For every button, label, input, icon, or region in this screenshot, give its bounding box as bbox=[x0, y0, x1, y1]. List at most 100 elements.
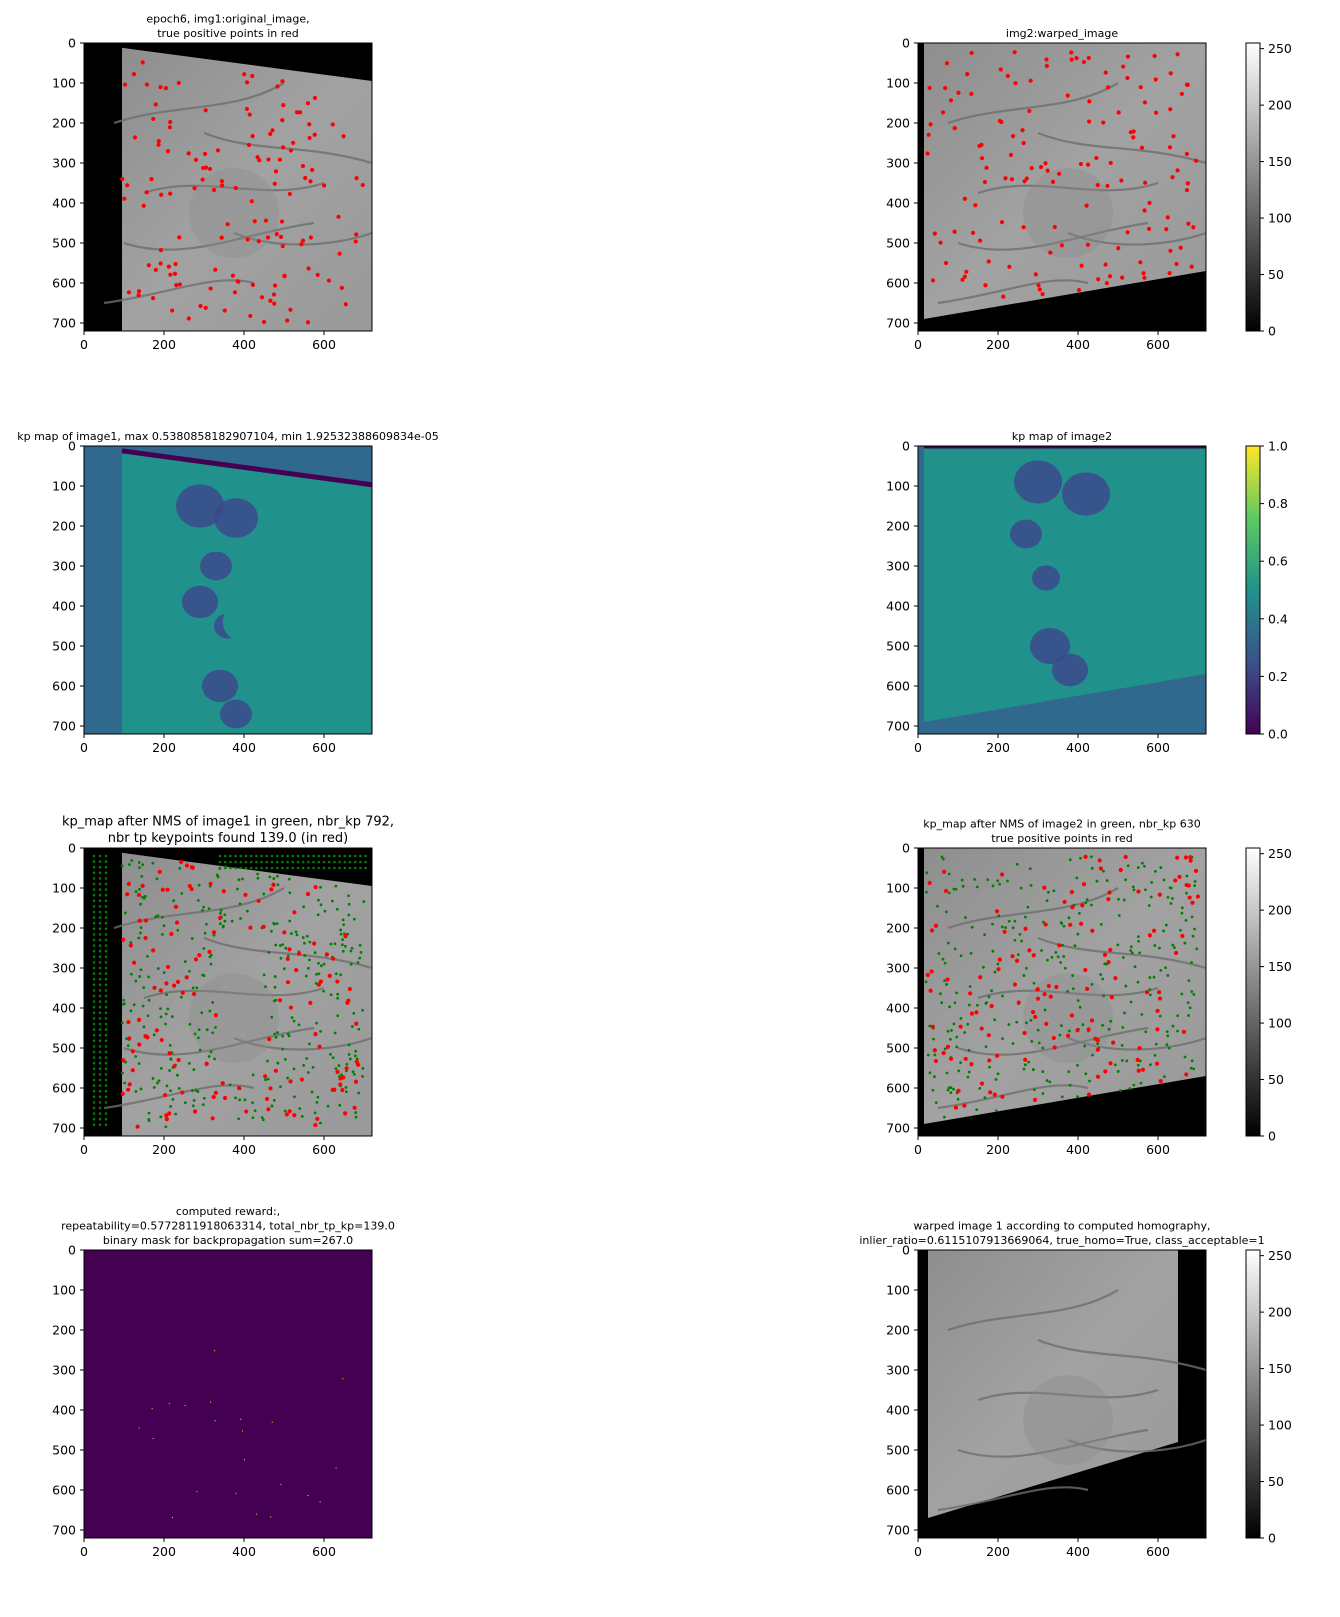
nms-keypoint bbox=[275, 860, 279, 864]
tp-keypoint bbox=[1096, 277, 1101, 282]
nms-keypoint bbox=[314, 973, 318, 976]
tp-keypoint bbox=[1137, 1045, 1142, 1051]
nms-keypoint bbox=[308, 940, 312, 944]
tp-keypoint bbox=[1065, 93, 1070, 98]
nms-keypoint bbox=[275, 866, 279, 870]
nms-keypoint bbox=[336, 992, 340, 996]
panel-4 bbox=[918, 446, 1206, 734]
nms-keypoint bbox=[104, 1050, 108, 1054]
nms-keypoint bbox=[245, 909, 249, 913]
tp-keypoint bbox=[1104, 281, 1110, 286]
nms-keypoint bbox=[1011, 1042, 1015, 1045]
y-tick-label: 200 bbox=[886, 1323, 910, 1338]
tp-keypoint bbox=[189, 865, 194, 870]
nms-keypoint bbox=[329, 993, 333, 997]
nms-keypoint bbox=[98, 899, 102, 903]
nms-keypoint bbox=[319, 903, 323, 907]
nms-keypoint bbox=[334, 884, 338, 888]
nms-keypoint bbox=[174, 1112, 178, 1116]
nms-keypoint bbox=[141, 895, 144, 899]
tp-keypoint bbox=[1106, 85, 1111, 90]
vessel bbox=[947, 1289, 1119, 1332]
nms-keypoint bbox=[1191, 934, 1195, 938]
tp-keypoint bbox=[307, 135, 312, 141]
tp-keypoint bbox=[997, 957, 1002, 962]
y-tick-label: 300 bbox=[52, 559, 76, 574]
nms-keypoint bbox=[348, 854, 352, 858]
nms-keypoint bbox=[162, 971, 166, 974]
x-tick-label: 0 bbox=[80, 740, 88, 755]
nms-keypoint bbox=[104, 893, 108, 897]
nms-keypoint bbox=[984, 1002, 988, 1005]
tp-keypoint bbox=[1095, 1074, 1101, 1079]
nms-keypoint bbox=[223, 854, 227, 858]
tp-keypoint bbox=[186, 151, 191, 156]
nms-keypoint bbox=[104, 916, 108, 919]
kpmap-low-blob bbox=[1052, 653, 1088, 687]
x-tick-label: 0 bbox=[914, 740, 922, 755]
nms-keypoint bbox=[312, 854, 315, 858]
nms-keypoint bbox=[941, 857, 945, 861]
tp-keypoint bbox=[201, 165, 206, 171]
nms-keypoint bbox=[1076, 1063, 1079, 1067]
tp-keypoint bbox=[271, 292, 277, 297]
tp-keypoint bbox=[167, 1051, 172, 1056]
tp-keypoint bbox=[324, 952, 329, 957]
nms-keypoint bbox=[92, 994, 96, 998]
nms-keypoint bbox=[196, 1090, 200, 1093]
nms-keypoint bbox=[98, 1056, 102, 1059]
nms-keypoint bbox=[1095, 879, 1099, 883]
tp-keypoint bbox=[1028, 78, 1033, 83]
nms-keypoint bbox=[207, 1055, 211, 1058]
nms-keypoint bbox=[170, 1015, 174, 1019]
nms-keypoint bbox=[98, 916, 102, 919]
y-tick-label: 0 bbox=[902, 1243, 910, 1258]
nms-keypoint bbox=[178, 866, 182, 870]
nms-keypoint bbox=[139, 926, 143, 930]
vessel bbox=[937, 279, 1089, 305]
x-tick-label: 600 bbox=[312, 1544, 336, 1559]
tp-keypoint bbox=[169, 931, 174, 937]
nms-keypoint bbox=[256, 872, 259, 876]
tp-keypoint bbox=[280, 118, 285, 123]
tp-keypoint bbox=[927, 85, 932, 91]
tp-keypoint bbox=[926, 132, 931, 137]
tp-keypoint bbox=[1157, 892, 1162, 897]
nms-keypoint bbox=[229, 854, 232, 858]
tp-keypoint bbox=[136, 892, 142, 898]
tp-keypoint bbox=[136, 1017, 142, 1022]
tp-keypoint bbox=[264, 1096, 270, 1102]
nms-keypoint bbox=[341, 918, 345, 922]
tp-keypoint bbox=[1138, 260, 1143, 265]
nms-keypoint bbox=[1138, 951, 1142, 955]
tp-keypoint bbox=[272, 301, 277, 306]
image-area bbox=[918, 43, 1206, 331]
nms-keypoint bbox=[1060, 1024, 1063, 1028]
y-tick-label: 0 bbox=[902, 841, 910, 856]
nms-keypoint bbox=[142, 1025, 146, 1029]
nms-keypoint bbox=[319, 1121, 322, 1125]
nms-keypoint bbox=[1059, 961, 1063, 964]
nms-keypoint bbox=[1180, 992, 1184, 996]
tp-keypoint bbox=[1167, 145, 1173, 150]
nms-keypoint bbox=[1023, 1063, 1027, 1067]
nms-keypoint bbox=[968, 985, 972, 988]
nms-keypoint bbox=[1185, 874, 1189, 878]
tp-keypoint bbox=[282, 930, 287, 935]
tp-keypoint bbox=[122, 196, 127, 201]
colorbar-tick-label: 200 bbox=[1268, 98, 1292, 113]
nms-keypoint bbox=[322, 860, 326, 864]
nms-keypoint bbox=[134, 979, 138, 983]
nms-keypoint bbox=[104, 871, 108, 875]
nms-keypoint bbox=[169, 1057, 173, 1061]
nms-keypoint bbox=[273, 922, 276, 926]
axes-frame bbox=[83, 42, 373, 332]
nms-keypoint bbox=[1187, 1014, 1190, 1017]
tp-keypoint bbox=[170, 308, 175, 313]
nms-keypoint bbox=[1075, 876, 1079, 880]
tp-keypoint bbox=[1098, 866, 1104, 871]
tp-keypoint bbox=[213, 1090, 218, 1095]
tp-keypoint bbox=[1142, 275, 1147, 280]
nms-keypoint bbox=[98, 927, 102, 931]
nms-keypoint bbox=[1068, 1083, 1072, 1087]
